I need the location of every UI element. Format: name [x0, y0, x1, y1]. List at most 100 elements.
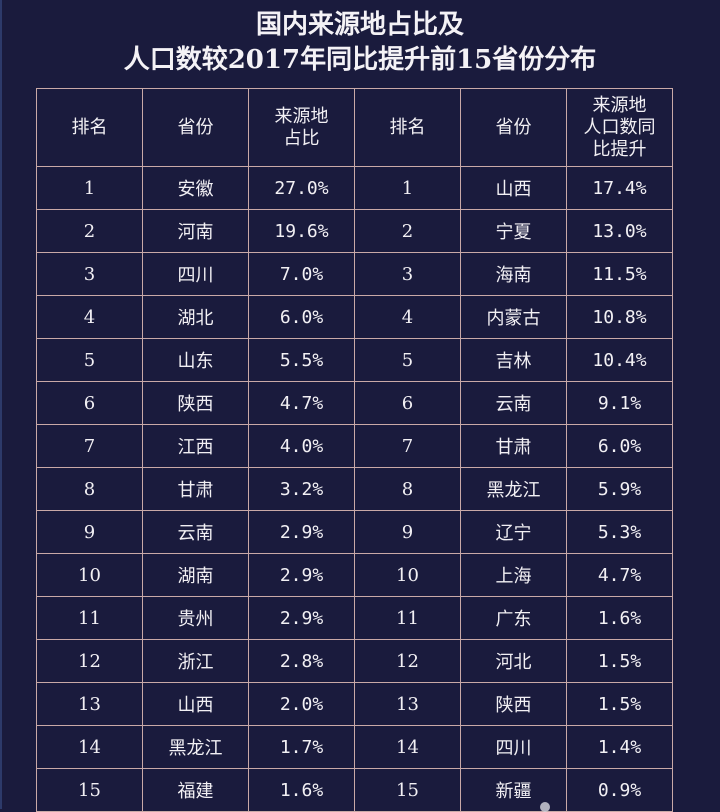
- header-right-growth-line3: 比提升: [592, 138, 647, 160]
- cell-left-share: 2.9%: [248, 596, 355, 640]
- header-right-growth: 来源地 人口数同 比提升: [566, 88, 673, 167]
- cell-left-province: 安徽: [142, 166, 249, 210]
- cell-right-province: 宁夏: [460, 209, 567, 253]
- cell-right-province: 海南: [460, 252, 567, 296]
- cell-left-rank: 2: [36, 209, 143, 253]
- header-left-share-line2: 占比: [283, 127, 320, 149]
- cell-left-province: 贵州: [142, 596, 249, 640]
- cell-left-province: 湖北: [142, 295, 249, 339]
- cell-left-share: 2.8%: [248, 639, 355, 683]
- cell-left-province: 四川: [142, 252, 249, 296]
- cell-left-rank: 9: [36, 510, 143, 554]
- table-row: 1 安徽 27.0% 1 山西 17.4%: [36, 166, 673, 210]
- cell-left-rank: 5: [36, 338, 143, 382]
- table-row: 11 贵州 2.9% 11 广东 1.6%: [36, 596, 673, 640]
- cell-left-province: 云南: [142, 510, 249, 554]
- watermark-dot: [540, 802, 550, 812]
- header-right-growth-line1: 来源地: [592, 94, 647, 116]
- cell-right-rank: 8: [354, 467, 461, 511]
- cell-right-rank: 1: [354, 166, 461, 210]
- table-row: 3 四川 7.0% 3 海南 11.5%: [36, 252, 673, 296]
- title-line-1: 国内来源地占比及: [255, 10, 464, 40]
- cell-left-province: 江西: [142, 424, 249, 468]
- cell-left-rank: 8: [36, 467, 143, 511]
- cell-right-province: 吉林: [460, 338, 567, 382]
- cell-left-province: 黑龙江: [142, 725, 249, 769]
- cell-left-province: 甘肃: [142, 467, 249, 511]
- cell-left-rank: 10: [36, 553, 143, 597]
- table-row: 8 甘肃 3.2% 8 黑龙江 5.9%: [36, 467, 673, 511]
- cell-left-rank: 14: [36, 725, 143, 769]
- cell-right-growth: 4.7%: [566, 553, 673, 597]
- cell-right-rank: 12: [354, 639, 461, 683]
- cell-right-growth: 1.6%: [566, 596, 673, 640]
- cell-right-rank: 11: [354, 596, 461, 640]
- cell-right-growth: 11.5%: [566, 252, 673, 296]
- cell-right-province: 河北: [460, 639, 567, 683]
- table-row: 4 湖北 6.0% 4 内蒙古 10.8%: [36, 295, 673, 339]
- cell-left-rank: 12: [36, 639, 143, 683]
- cell-left-rank: 6: [36, 381, 143, 425]
- table-row: 12 浙江 2.8% 12 河北 1.5%: [36, 639, 673, 683]
- cell-right-rank: 4: [354, 295, 461, 339]
- cell-left-share: 27.0%: [248, 166, 355, 210]
- table-row: 10 湖南 2.9% 10 上海 4.7%: [36, 553, 673, 597]
- cell-left-share: 2.9%: [248, 510, 355, 554]
- cell-right-province: 云南: [460, 381, 567, 425]
- cell-left-rank: 15: [36, 768, 143, 812]
- header-right-growth-line2: 人口数同: [583, 116, 656, 138]
- header-right-province: 省份: [460, 88, 567, 167]
- cell-right-growth: 0.9%: [566, 768, 673, 812]
- cell-right-province: 甘肃: [460, 424, 567, 468]
- cell-right-province: 黑龙江: [460, 467, 567, 511]
- table-row: 2 河南 19.6% 2 宁夏 13.0%: [36, 209, 673, 253]
- cell-left-rank: 4: [36, 295, 143, 339]
- cell-left-rank: 13: [36, 682, 143, 726]
- cell-right-growth: 10.4%: [566, 338, 673, 382]
- title-line-2: 人口数较2017年同比提升前15省份分布: [123, 45, 597, 75]
- cell-left-rank: 1: [36, 166, 143, 210]
- table-row: 14 黑龙江 1.7% 14 四川 1.4%: [36, 725, 673, 769]
- cell-right-province: 山西: [460, 166, 567, 210]
- cell-right-growth: 5.9%: [566, 467, 673, 511]
- header-left-rank: 排名: [36, 88, 143, 167]
- cell-right-province: 辽宁: [460, 510, 567, 554]
- cell-right-growth: 9.1%: [566, 381, 673, 425]
- table-body: 1 安徽 27.0% 1 山西 17.4% 2 河南 19.6% 2 宁夏 13.0% 3 四川 7.0% 3…: [36, 166, 673, 812]
- header-left-share-line1: 来源地: [274, 105, 329, 127]
- table-row: 15 福建 1.6% 15 新疆 0.9%: [36, 768, 673, 812]
- header-left-province: 省份: [142, 88, 249, 167]
- cell-right-rank: 7: [354, 424, 461, 468]
- cell-right-growth: 5.3%: [566, 510, 673, 554]
- page-title: 国内来源地占比及 人口数较2017年同比提升前15省份分布: [0, 8, 720, 78]
- cell-right-province: 上海: [460, 553, 567, 597]
- cell-right-province: 广东: [460, 596, 567, 640]
- cell-right-growth: 13.0%: [566, 209, 673, 253]
- cell-left-province: 河南: [142, 209, 249, 253]
- cell-right-province: 新疆: [460, 768, 567, 812]
- cell-right-growth: 1.5%: [566, 639, 673, 683]
- cell-right-growth: 17.4%: [566, 166, 673, 210]
- cell-left-share: 4.0%: [248, 424, 355, 468]
- cell-left-share: 6.0%: [248, 295, 355, 339]
- cell-left-share: 4.7%: [248, 381, 355, 425]
- table-row: 9 云南 2.9% 9 辽宁 5.3%: [36, 510, 673, 554]
- cell-left-rank: 11: [36, 596, 143, 640]
- cell-right-growth: 1.5%: [566, 682, 673, 726]
- table-row: 13 山西 2.0% 13 陕西 1.5%: [36, 682, 673, 726]
- cell-left-share: 3.2%: [248, 467, 355, 511]
- cell-right-rank: 2: [354, 209, 461, 253]
- table-row: 7 江西 4.0% 7 甘肃 6.0%: [36, 424, 673, 468]
- cell-left-share: 2.0%: [248, 682, 355, 726]
- cell-right-rank: 14: [354, 725, 461, 769]
- cell-left-province: 浙江: [142, 639, 249, 683]
- cell-left-province: 山西: [142, 682, 249, 726]
- cell-left-share: 19.6%: [248, 209, 355, 253]
- cell-left-province: 湖南: [142, 553, 249, 597]
- cell-right-province: 陕西: [460, 682, 567, 726]
- cell-left-share: 2.9%: [248, 553, 355, 597]
- cell-left-share: 1.6%: [248, 768, 355, 812]
- cell-right-rank: 5: [354, 338, 461, 382]
- cell-right-rank: 6: [354, 381, 461, 425]
- table-header-row: 排名 省份 来源地 占比 排名 省份 来源地 人口数同 比提升: [36, 88, 673, 167]
